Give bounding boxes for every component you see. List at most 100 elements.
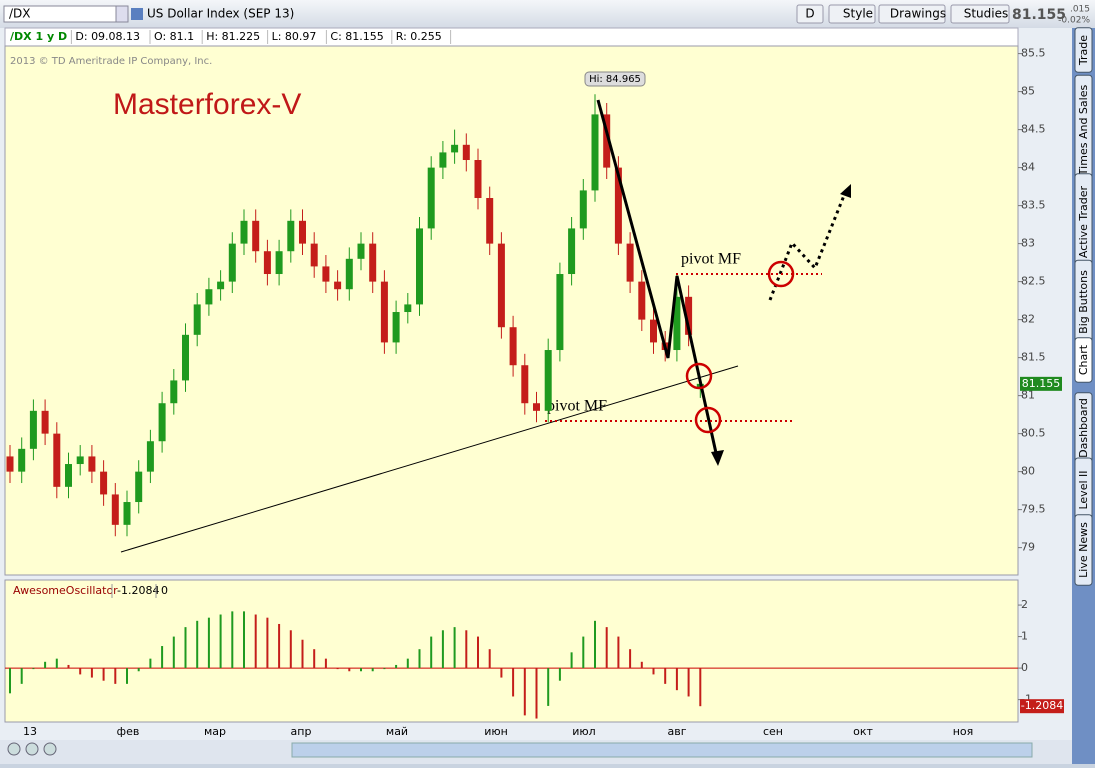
change: .015 — [1070, 5, 1090, 15]
side-tab[interactable] — [1074, 514, 1093, 586]
oscillator-bar — [441, 630, 444, 669]
oscillator-bar — [430, 636, 433, 669]
pivot-label: pivot MF — [681, 251, 741, 268]
oscillator-bar — [453, 627, 456, 669]
candle-body — [673, 296, 681, 351]
oscillator-bar — [196, 620, 199, 669]
candle-body — [205, 289, 213, 305]
candle-body — [603, 114, 611, 168]
candle-body — [217, 281, 225, 290]
oscillator-bar — [675, 668, 678, 691]
candle-body — [158, 403, 166, 442]
y-tick-label: 1 — [1021, 630, 1028, 643]
oscillator-bar — [336, 668, 339, 670]
candle-body — [65, 464, 72, 487]
last-price: 81.155 — [1012, 7, 1066, 23]
scrollbar[interactable] — [291, 742, 1033, 758]
side-tab[interactable] — [1074, 337, 1093, 383]
price-badge — [1020, 376, 1062, 391]
oscillator-bar — [664, 668, 667, 684]
info-field: /DX 1 y D — [10, 30, 67, 43]
toolbar-button[interactable] — [796, 4, 824, 24]
candle-body — [53, 433, 61, 487]
oscillator-bar — [55, 658, 58, 669]
y-tick-label: 84 — [1021, 161, 1035, 174]
candle-body — [76, 456, 84, 465]
oscillator-bar — [500, 668, 503, 678]
oscillator-bar — [687, 668, 690, 697]
oscillator-bar — [207, 617, 210, 669]
toolbar-button-label: Studies — [964, 7, 1009, 21]
arrow-head — [711, 450, 724, 466]
zoom-button[interactable] — [7, 742, 21, 756]
price-panel — [4, 45, 1019, 576]
toolbar-button[interactable] — [950, 4, 1010, 24]
x-tick-label: ноя — [953, 725, 974, 738]
arrow-head — [840, 184, 851, 198]
candle-body — [240, 220, 248, 244]
side-tab-label: Level II — [1077, 470, 1090, 509]
x-tick-label: сен — [763, 725, 783, 738]
side-tab-label: Times And Sales — [1077, 85, 1090, 177]
pivot-label: pivot MF — [547, 398, 607, 415]
candle-body — [345, 258, 353, 290]
oscillator-bar — [547, 668, 550, 706]
zoom-in-button[interactable] — [25, 742, 39, 756]
candle-body — [380, 281, 388, 343]
oscillator-bar — [406, 658, 409, 669]
circle-marker — [694, 406, 722, 434]
value-badge — [1020, 699, 1064, 714]
symbol: /DX — [9, 7, 31, 21]
y-tick-label: 84.5 — [1021, 123, 1046, 136]
copyright: 2013 © TD Ameritrade IP Company, Inc. — [10, 56, 212, 67]
oscillator-bar — [640, 661, 643, 669]
y-tick-label: 79.5 — [1021, 503, 1046, 516]
oscillator-bar — [488, 649, 491, 669]
candle-body — [146, 441, 154, 472]
y-tick-label: 83 — [1021, 237, 1035, 250]
oscillator-bar — [20, 668, 23, 684]
oscillator-bar — [512, 668, 515, 697]
oscillator-bar — [371, 668, 374, 672]
oscillator-bar — [605, 627, 608, 669]
y-tick-label: 2 — [1021, 598, 1028, 611]
y-tick-label: 83.5 — [1021, 199, 1046, 212]
candle-body — [509, 327, 517, 366]
side-tab-label: Dashboard — [1077, 398, 1090, 458]
trend-line — [120, 365, 739, 553]
x-tick-label: 13 — [23, 725, 37, 738]
oscillator-bar — [301, 639, 304, 669]
info-field: L: 80.97 — [272, 30, 317, 43]
side-tab-label: Chart — [1077, 344, 1090, 375]
oscillator-bar — [324, 658, 327, 669]
oscillator-bar — [289, 630, 292, 669]
oscillator-bar — [137, 668, 140, 672]
toolbar-button-label: Style — [843, 7, 873, 21]
toolbar-button[interactable] — [828, 4, 876, 24]
candle-body — [579, 190, 587, 229]
oscillator-bar — [231, 611, 234, 669]
y-tick-label: 82.5 — [1021, 275, 1046, 288]
side-tab[interactable] — [1074, 27, 1093, 73]
oscillator-bar — [558, 668, 561, 681]
symbol-dropdown[interactable] — [115, 5, 129, 23]
toolbar-button-label: Drawings — [890, 7, 946, 21]
oscillator-bar — [149, 658, 152, 669]
candle-body — [427, 167, 435, 229]
oscillator-bar — [699, 668, 702, 707]
candle-body — [135, 471, 143, 503]
candle-body — [357, 243, 365, 259]
oscillator-bar — [172, 636, 175, 669]
zoom-out-button[interactable] — [43, 742, 57, 756]
y-tick-label: 85 — [1021, 85, 1035, 98]
drawings — [120, 99, 851, 553]
symbol-description: US Dollar Index (SEP 13) — [147, 7, 294, 21]
info-field: R: 0.255 — [396, 30, 442, 43]
oscillator-bar — [617, 636, 620, 669]
toolbar-button[interactable] — [878, 4, 946, 24]
circle-marker — [767, 260, 795, 288]
hi-bubble — [584, 71, 646, 87]
candle-body — [252, 220, 260, 252]
oscillator-bar — [477, 636, 479, 669]
oscillator-bar — [126, 668, 128, 684]
